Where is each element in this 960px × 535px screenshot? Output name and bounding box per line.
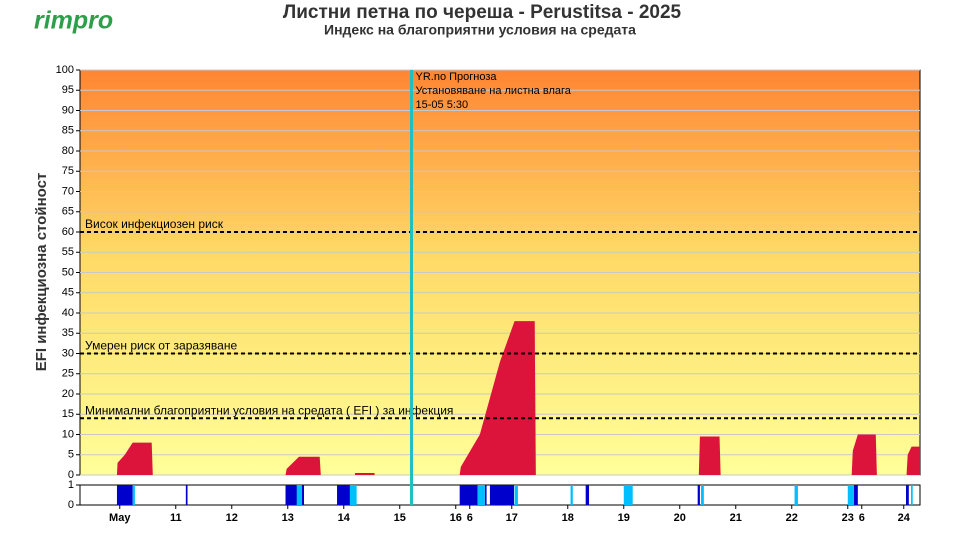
x-tick-label: 14	[338, 512, 351, 524]
y-tick-label: 45	[62, 287, 74, 299]
y-tick-label: 40	[62, 307, 74, 319]
y-tick-label: 50	[62, 266, 74, 278]
y-tick-label: 85	[62, 125, 74, 137]
chart-subtitle: Индекс на благоприятни условия на средат…	[324, 22, 636, 38]
x-tick-label: 21	[730, 512, 742, 524]
y-tick-label: 5	[68, 449, 74, 461]
y-tick-label: 90	[62, 104, 74, 116]
x-tick-label: 19	[618, 512, 630, 524]
wetness-bar	[906, 485, 909, 505]
threshold-label: Минимални благоприятни условия на средат…	[85, 403, 453, 417]
y-tick-label: 25	[62, 368, 74, 380]
wetness-bar	[794, 485, 798, 505]
y-tick-label: 60	[62, 226, 74, 238]
wetness-bar	[847, 485, 854, 505]
x-tick-label: 20	[674, 512, 686, 524]
x-tick-label: 23	[842, 512, 854, 524]
y-tick-label: 30	[62, 347, 74, 359]
threshold-label: Умерен риск от заразяване	[85, 339, 237, 353]
wetness-bar	[484, 485, 487, 505]
x-tick-label: May	[109, 512, 131, 524]
wetness-bar	[459, 485, 478, 505]
y-tick-label: 35	[62, 327, 74, 339]
x-tick-label: 16	[450, 512, 462, 524]
wetness-bar	[185, 485, 188, 505]
wetness-bar	[132, 485, 135, 505]
x-tick-label: 11	[170, 512, 182, 524]
y-tick-label: 10	[62, 428, 74, 440]
threshold-label: Висок инфекциозен риск	[85, 217, 224, 231]
wetness-bar	[285, 485, 298, 505]
y-tick-label: 70	[62, 185, 74, 197]
y-tick-label: 95	[62, 84, 74, 96]
strip-tick-label: 0	[68, 499, 74, 511]
wetness-bar	[514, 485, 518, 505]
efi-area	[116, 321, 920, 475]
forecast-label: 15-05 5:30	[416, 99, 469, 111]
wetness-bar	[116, 485, 133, 505]
wetness-bar	[477, 485, 485, 505]
x-tick-label: 6	[859, 512, 865, 524]
x-tick-label: 18	[562, 512, 574, 524]
x-tick-label: 22	[786, 512, 798, 524]
wetness-bar	[623, 485, 633, 505]
y-tick-label: 100	[56, 64, 74, 76]
wetness-bar	[349, 485, 357, 505]
y-tick-label: 65	[62, 206, 74, 218]
wetness-bar	[853, 485, 858, 505]
forecast-label: Установяване на листна влага	[416, 85, 572, 97]
wetness-bar	[570, 485, 573, 505]
x-tick-label: 13	[282, 512, 294, 524]
chart-title: Листни петна по череша - Perustitsa - 20…	[283, 2, 682, 23]
wetness-bar	[337, 485, 350, 505]
wetness-bar	[301, 485, 304, 505]
x-tick-label: 17	[506, 512, 518, 524]
x-tick-label: 15	[394, 512, 406, 524]
wetness-bar	[701, 485, 704, 505]
wetness-bar	[585, 485, 590, 505]
y-tick-label: 20	[62, 388, 74, 400]
wetness-bar	[911, 485, 913, 505]
y-tick-label: 75	[62, 165, 74, 177]
forecast-label: YR.no Прогноза	[416, 71, 498, 83]
wetness-bar	[296, 485, 302, 505]
strip-tick-label: 1	[68, 479, 74, 491]
y-axis-label: EFI инфекциозна стойност	[33, 173, 50, 372]
y-tick-label: 15	[62, 408, 74, 420]
wetness-bar	[697, 485, 700, 505]
wetness-bar	[489, 485, 514, 505]
y-tick-label: 0	[68, 469, 74, 481]
x-tick-label: 24	[898, 512, 911, 524]
y-tick-label: 80	[62, 145, 74, 157]
logo: rimpro	[34, 7, 113, 35]
y-tick-label: 55	[62, 246, 74, 258]
x-tick-label: 12	[226, 512, 238, 524]
x-tick-label: 6	[467, 512, 473, 524]
